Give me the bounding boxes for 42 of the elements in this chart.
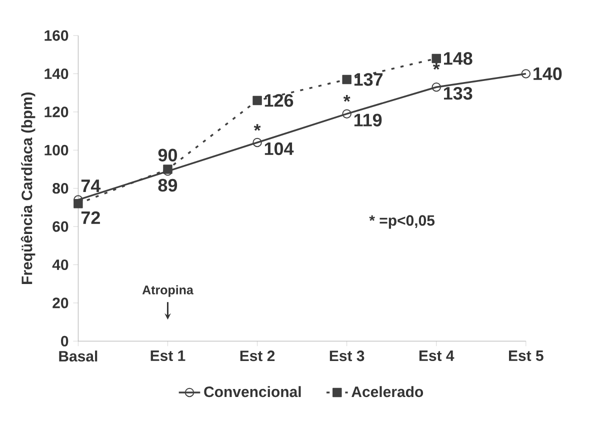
y-tick-label: 20: [52, 297, 68, 308]
annotation: * =p<0,05: [369, 214, 435, 229]
y-tick-label: 100: [44, 144, 68, 156]
data-label: 133: [444, 86, 472, 100]
data-label: 74: [81, 179, 101, 192]
x-tick-label: Est 2: [240, 350, 275, 361]
data-label: 72: [81, 211, 100, 224]
point: [432, 82, 441, 92]
x-tick-label: Est 3: [330, 350, 364, 361]
y-tick-label: 80: [52, 182, 68, 194]
data-label: 126: [264, 94, 294, 107]
point: [252, 96, 262, 105]
x-tick-label: Est 5: [509, 350, 544, 361]
x-tick-label: Est 4: [419, 350, 454, 361]
point: [342, 74, 352, 84]
data-label: 104: [264, 142, 294, 155]
y-axis-title: Freqüência Cardíaca (bpm): [20, 92, 36, 284]
data-label: 119: [354, 114, 382, 126]
x-tick-label: Est 1: [150, 350, 186, 361]
annotation: *: [343, 94, 350, 102]
data-label: 148: [444, 52, 472, 65]
annotation: Atropina: [142, 285, 194, 297]
point: [342, 109, 352, 118]
point: [252, 138, 262, 147]
point: [74, 198, 83, 208]
point: [521, 68, 531, 78]
annotation: *: [432, 62, 440, 70]
y-tick-label: 60: [52, 221, 68, 232]
x-tick-label: Basal: [59, 350, 98, 362]
data-label: 137: [354, 72, 383, 86]
data-label: 90: [158, 148, 177, 162]
data-label: 89: [158, 178, 178, 192]
data-label: 140: [534, 67, 562, 80]
y-tick-label: 40: [52, 259, 68, 270]
point: [432, 54, 441, 63]
annotation: *: [254, 124, 261, 131]
legend-label: Acelerado: [352, 386, 424, 397]
legend-label: Convencional: [204, 386, 301, 397]
y-tick-label: 140: [44, 68, 68, 79]
y-tick-label: 120: [44, 106, 68, 118]
y-tick-label: 160: [44, 30, 68, 41]
y-tick-label: 0: [61, 336, 68, 346]
